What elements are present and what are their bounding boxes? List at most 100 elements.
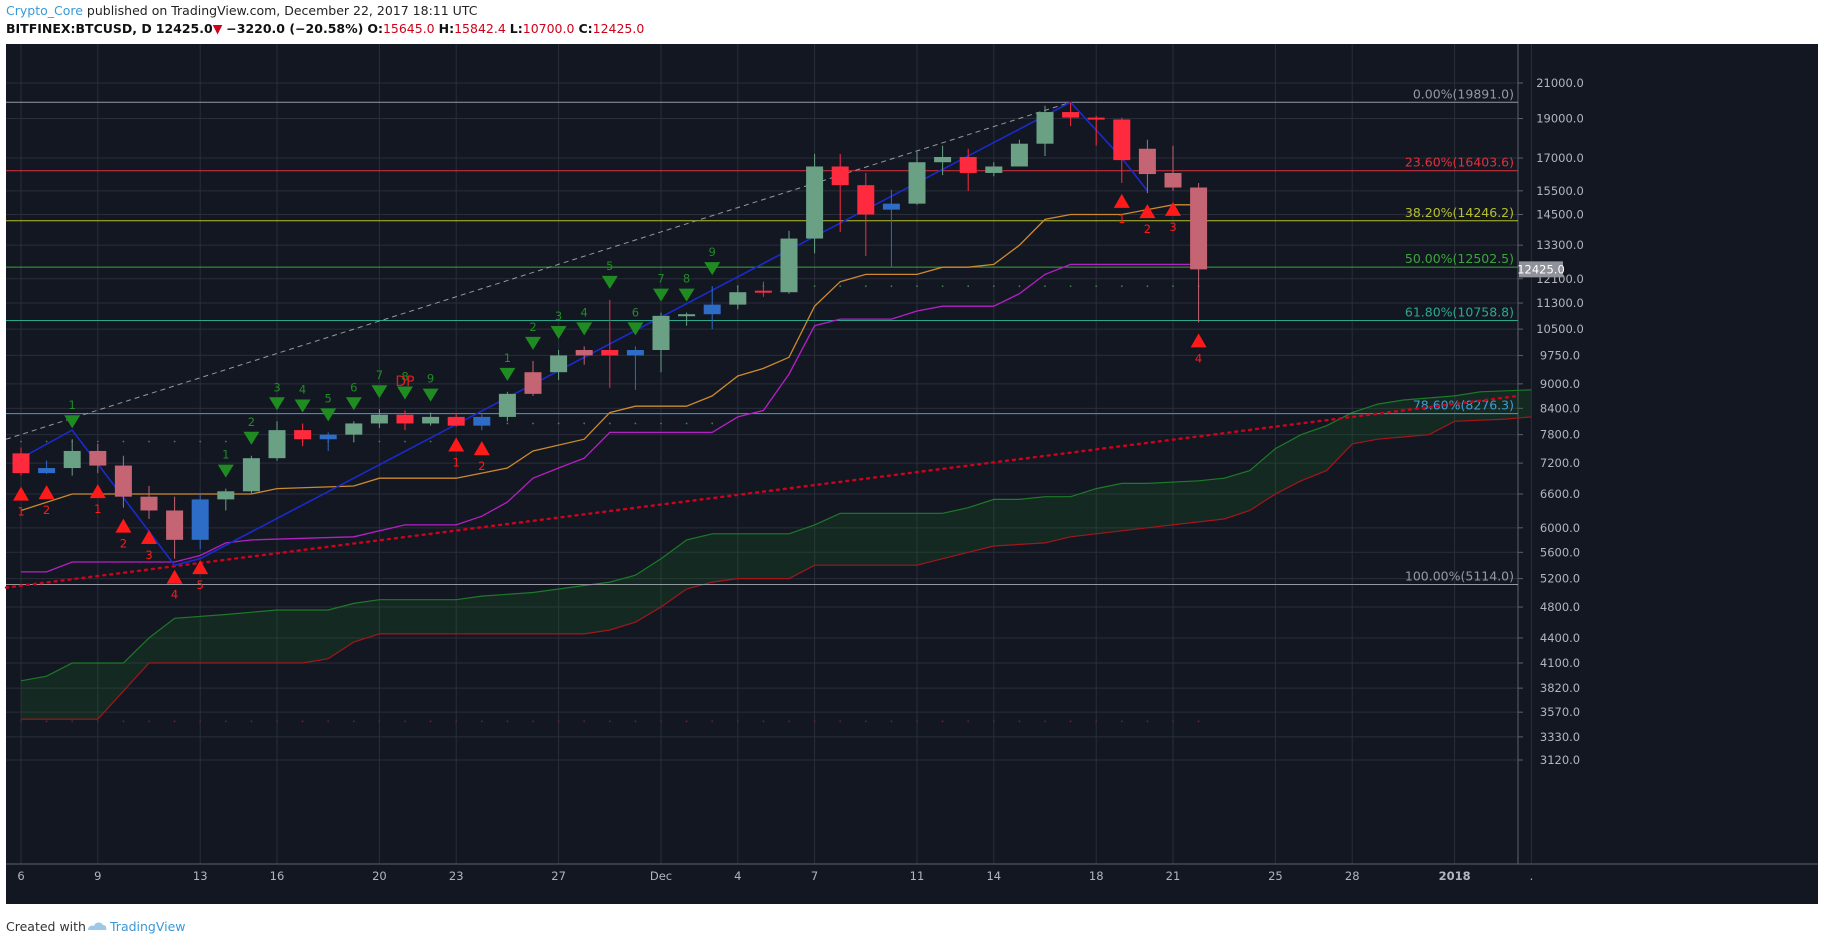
lagging-dot — [1018, 285, 1021, 288]
lagging-dot — [1197, 720, 1200, 723]
x-tick-label: 21 — [1166, 869, 1181, 883]
lagging-dot — [1120, 285, 1123, 288]
td-sell-count: 3 — [145, 548, 152, 562]
td-buy-count: 8 — [683, 272, 690, 286]
candle-body — [396, 414, 414, 424]
lagging-dot — [941, 720, 944, 723]
td-buy-arrow — [550, 326, 567, 340]
td-sell-setup: 1 2 1 2 3 4 5 1 2 1 2 3 4 — [13, 193, 1207, 602]
td-sell-arrow — [192, 560, 209, 575]
lagging-dot — [352, 720, 355, 723]
td-buy-count: 4 — [299, 382, 306, 396]
td-buy-arrow — [525, 336, 541, 350]
change-value: −3220.0 (−20.58%) — [226, 21, 364, 36]
lagging-dot — [506, 422, 509, 425]
lagging-dot — [429, 440, 432, 443]
y-tick-label: 21000.0 — [1536, 76, 1584, 90]
lagging-dot — [1172, 720, 1174, 723]
candle-body — [626, 350, 644, 356]
candle-body — [524, 372, 542, 394]
x-tick-label: 11 — [910, 869, 925, 883]
last-price: 12425.0 — [155, 21, 213, 36]
lagging-dot — [148, 720, 150, 723]
lagging-dot — [250, 720, 253, 723]
fib-label: 50.00%(12502.5) — [1405, 251, 1514, 266]
td-buy-count: 9 — [709, 245, 716, 259]
td-buy-arrow — [294, 399, 311, 413]
lagging-dot — [224, 720, 227, 723]
candle-body — [422, 416, 440, 424]
td-buy-count: 1 — [504, 351, 511, 365]
candle-body — [89, 450, 107, 466]
candle-body — [38, 468, 56, 474]
lagging-dot — [173, 720, 176, 723]
lagging-dot — [711, 720, 714, 723]
candle-body — [831, 166, 849, 186]
y-tick-label: 13300.0 — [1536, 238, 1584, 252]
candle-body — [1113, 119, 1131, 161]
candle-body — [550, 355, 568, 373]
td-buy-count: 9 — [427, 372, 434, 386]
td-buy-arrow — [627, 322, 644, 336]
y-tick-label: 6600.0 — [1540, 487, 1580, 501]
lagging-dot — [1044, 285, 1046, 288]
lagging-dot — [608, 422, 611, 425]
x-tick-label: 6 — [17, 869, 24, 883]
footer: Created with TradingView — [0, 910, 1824, 945]
down-arrow-icon: ▼ — [212, 21, 223, 36]
lagging-dot — [173, 440, 176, 443]
ohlc-line: BITFINEX:BTCUSD, D 12425.0▼ −3220.0 (−20… — [6, 21, 644, 36]
publish-line: Crypto_Core published on TradingView.com… — [6, 3, 477, 18]
open-value: 15645.0 — [382, 21, 435, 36]
lagging-dot — [199, 440, 202, 443]
low-label: L: — [509, 21, 523, 36]
author-link[interactable]: Crypto_Core — [6, 3, 83, 18]
td-sell-count: 1 — [17, 505, 24, 519]
candle-body — [601, 350, 619, 356]
candle-body — [934, 156, 952, 163]
candle-body — [806, 166, 824, 239]
ichimoku-cloud — [21, 389, 1532, 720]
lagging-dot — [1069, 285, 1072, 288]
y-tick-label: 11300.0 — [1536, 296, 1584, 310]
y-tick-label: 15500.0 — [1536, 184, 1584, 198]
td-buy-count: 5 — [606, 259, 613, 273]
y-tick-label: 4400.0 — [1540, 631, 1580, 645]
lagging-dot — [1120, 720, 1123, 723]
lagging-dot — [916, 285, 918, 288]
y-tick-label: 3330.0 — [1540, 730, 1580, 744]
lagging-dot — [788, 720, 790, 723]
lagging-dot — [148, 440, 150, 443]
time-axis-area — [6, 864, 1818, 904]
td-sell-count: 1 — [94, 502, 101, 516]
candle-body — [1138, 148, 1156, 175]
td-buy-arrow — [653, 288, 669, 302]
lagging-dot — [532, 720, 534, 723]
price-chart[interactable]: 21000.019000.017000.015500.014500.013300… — [0, 44, 1824, 910]
fib-label: 61.80%(10758.8) — [1405, 304, 1514, 319]
x-tick-label: 7 — [811, 869, 818, 883]
y-tick-label: 19000.0 — [1536, 112, 1584, 126]
td-sell-arrow — [89, 484, 106, 499]
td-buy-count: 3 — [273, 380, 280, 394]
candle-body — [114, 465, 132, 497]
y-tick-label: 4800.0 — [1540, 600, 1580, 614]
candle-body — [319, 434, 337, 440]
lagging-dot — [634, 422, 637, 425]
td-buy-arrow — [601, 275, 618, 289]
chart-header: Crypto_Core published on TradingView.com… — [0, 0, 1824, 44]
lagging-dot — [864, 720, 867, 723]
lagging-dot — [327, 720, 330, 723]
tradingview-link[interactable]: TradingView — [110, 919, 186, 934]
x-tick-label: 20 — [372, 869, 387, 883]
td-sell-arrow — [448, 437, 465, 452]
candle-body — [1190, 187, 1208, 270]
td-sell-arrow — [115, 518, 132, 533]
td-sell-arrow — [1165, 201, 1181, 216]
published-text: published on TradingView.com, December 2… — [86, 3, 478, 18]
candle-body — [882, 203, 900, 210]
lagging-dot — [301, 720, 304, 723]
lagging-dot — [736, 720, 739, 723]
lagging-dot — [685, 422, 688, 425]
y-tick-label: 6000.0 — [1540, 521, 1580, 535]
